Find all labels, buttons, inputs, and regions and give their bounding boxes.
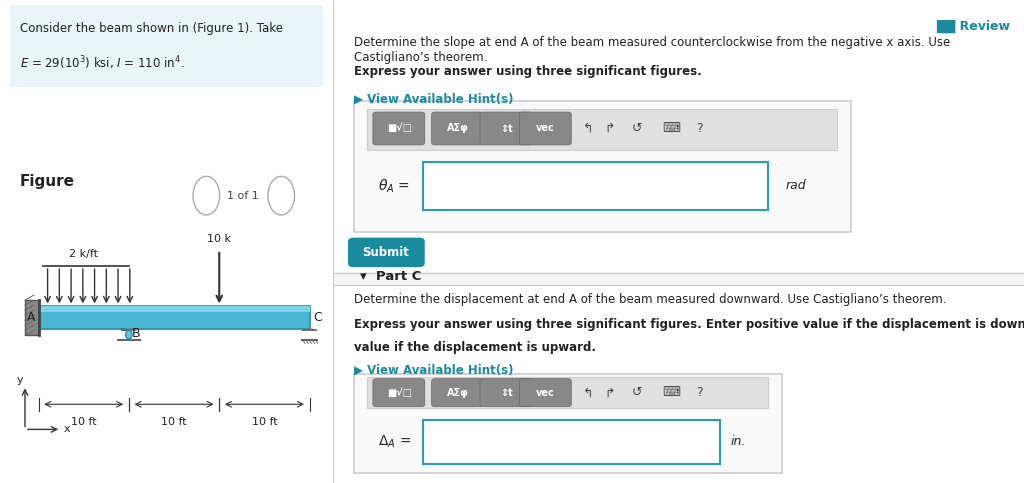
Text: Determine the displacement at end A of the beam measured downward. Use Castiglia: Determine the displacement at end A of t… xyxy=(353,293,946,306)
Text: <: < xyxy=(203,191,210,200)
Text: ▶ View Available Hint(s): ▶ View Available Hint(s) xyxy=(353,93,513,106)
Text: AΣφ: AΣφ xyxy=(446,124,469,133)
FancyBboxPatch shape xyxy=(333,273,1024,285)
FancyBboxPatch shape xyxy=(480,112,531,145)
FancyBboxPatch shape xyxy=(368,377,768,408)
Text: ⇕t: ⇕t xyxy=(500,388,513,398)
Circle shape xyxy=(126,330,132,339)
Text: ▾  Part C: ▾ Part C xyxy=(360,270,422,283)
Bar xyxy=(39,306,309,329)
Text: ↺: ↺ xyxy=(632,386,642,399)
Text: rad: rad xyxy=(785,180,806,192)
Text: B: B xyxy=(132,327,140,341)
Bar xyxy=(39,306,309,312)
Text: ?: ? xyxy=(696,122,702,135)
Text: 10 ft: 10 ft xyxy=(161,417,187,427)
Text: Consider the beam shown in (Figure 1). Take: Consider the beam shown in (Figure 1). T… xyxy=(20,22,283,35)
Text: 10 ft: 10 ft xyxy=(252,417,278,427)
Circle shape xyxy=(268,176,295,215)
Text: ▶ View Available Hint(s): ▶ View Available Hint(s) xyxy=(353,363,513,376)
Text: ■√□: ■√□ xyxy=(387,124,412,133)
Text: ■√□: ■√□ xyxy=(387,388,412,398)
Text: x: x xyxy=(63,425,71,434)
Text: C: C xyxy=(313,311,322,324)
Text: 1 of 1: 1 of 1 xyxy=(227,191,259,200)
FancyBboxPatch shape xyxy=(353,374,782,473)
Text: in.: in. xyxy=(730,436,745,448)
FancyBboxPatch shape xyxy=(353,101,851,232)
Text: $E$ = 29(10$^3$) ksi, $I$ = 110 in$^4$.: $E$ = 29(10$^3$) ksi, $I$ = 110 in$^4$. xyxy=(20,54,184,71)
FancyBboxPatch shape xyxy=(432,379,483,407)
Text: y: y xyxy=(17,375,24,385)
Text: ↱: ↱ xyxy=(604,122,614,135)
Text: ⇕t: ⇕t xyxy=(500,124,513,133)
FancyBboxPatch shape xyxy=(480,379,531,407)
Text: value if the displacement is upward.: value if the displacement is upward. xyxy=(353,341,596,354)
Polygon shape xyxy=(122,329,136,330)
FancyBboxPatch shape xyxy=(432,112,483,145)
Text: ██ Review: ██ Review xyxy=(936,19,1010,32)
Text: 10 ft: 10 ft xyxy=(71,417,96,427)
Text: ?: ? xyxy=(696,386,702,399)
Text: ↺: ↺ xyxy=(632,122,642,135)
Text: vec: vec xyxy=(537,388,555,398)
Text: >: > xyxy=(278,191,286,200)
FancyBboxPatch shape xyxy=(348,238,425,267)
Text: vec: vec xyxy=(537,124,555,133)
FancyBboxPatch shape xyxy=(423,162,768,210)
Text: Submit: Submit xyxy=(362,246,410,258)
Bar xyxy=(25,300,39,335)
FancyBboxPatch shape xyxy=(10,5,323,87)
Text: ⌨: ⌨ xyxy=(663,122,681,135)
FancyBboxPatch shape xyxy=(368,109,838,150)
Text: Express your answer using three significant figures. Enter positive value if the: Express your answer using three signific… xyxy=(353,318,1024,331)
Text: Express your answer using three significant figures.: Express your answer using three signific… xyxy=(353,65,701,78)
FancyBboxPatch shape xyxy=(519,112,571,145)
Text: A: A xyxy=(28,311,36,324)
Circle shape xyxy=(193,176,220,215)
FancyBboxPatch shape xyxy=(519,379,571,407)
Text: ⌨: ⌨ xyxy=(663,386,681,399)
Text: $\Delta_A$ =: $\Delta_A$ = xyxy=(378,434,411,450)
Text: ↱: ↱ xyxy=(604,386,614,399)
Text: AΣφ: AΣφ xyxy=(446,388,469,398)
Text: ↰: ↰ xyxy=(584,122,594,135)
FancyBboxPatch shape xyxy=(423,420,720,464)
Text: $\theta_A$ =: $\theta_A$ = xyxy=(378,177,410,195)
Text: ↰: ↰ xyxy=(584,386,594,399)
Text: 2 k/ft: 2 k/ft xyxy=(70,249,98,258)
FancyBboxPatch shape xyxy=(373,112,425,145)
Text: 10 k: 10 k xyxy=(207,233,231,243)
Text: Determine the slope at end A of the beam measured counterclockwise from the nega: Determine the slope at end A of the beam… xyxy=(353,36,950,64)
Text: Figure: Figure xyxy=(20,174,75,189)
FancyBboxPatch shape xyxy=(373,379,425,407)
Polygon shape xyxy=(302,329,316,330)
